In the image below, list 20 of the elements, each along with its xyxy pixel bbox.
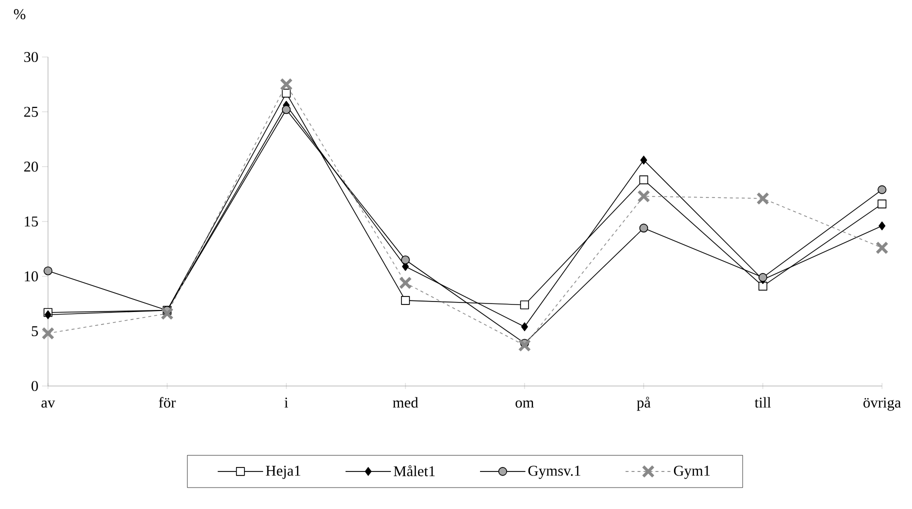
y-tick-label: 15: [24, 216, 38, 226]
y-tick-label: 0: [32, 380, 38, 392]
legend-label: Gym1: [674, 466, 710, 479]
y-tick-label: 5: [32, 326, 38, 336]
y-tick-label: 30: [24, 52, 38, 62]
y-axis-title: %: [14, 9, 26, 20]
x-tick-label: av: [41, 400, 56, 408]
legend-label: Heja1: [266, 466, 300, 479]
x-tick-label: för: [158, 397, 176, 408]
y-tick-label: 20: [24, 162, 38, 172]
x-tick-label: på: [636, 396, 651, 411]
x-tick-label: övriga: [863, 398, 901, 411]
legend-label: Målet1: [394, 465, 435, 476]
x-tick-label: med: [392, 397, 418, 408]
x-tick-label: till: [754, 397, 771, 408]
legend-label: Gymsv.1: [528, 466, 580, 479]
x-tick-label: om: [516, 400, 534, 408]
y-tick-label: 10: [24, 271, 38, 282]
x-tick-label: i: [284, 398, 288, 408]
y-tick-label: 25: [24, 106, 38, 117]
